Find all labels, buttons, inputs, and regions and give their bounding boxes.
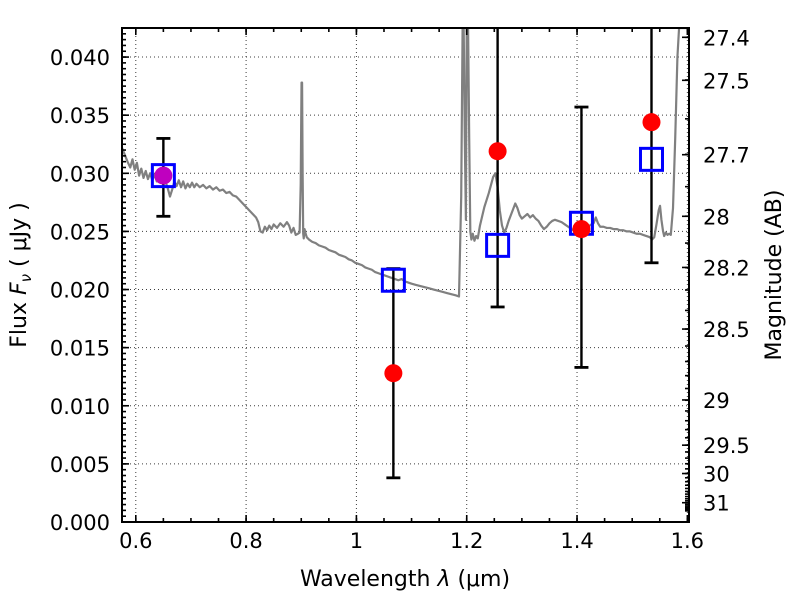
y-tick-label: 0.030 — [50, 162, 110, 186]
y-axis-title: Flux Fν ( μJy ) — [7, 202, 35, 347]
error-bars — [156, 28, 659, 480]
error-bar — [644, 28, 659, 265]
y-title-word: Flux — [7, 295, 32, 348]
observed-data-point — [154, 166, 173, 185]
y2-tick-label: 27.7 — [703, 144, 750, 168]
x-tick-label: 1 — [350, 529, 363, 553]
y2-tick-label: 28 — [703, 205, 730, 229]
y2-tick-label: 27.4 — [703, 26, 750, 50]
y2-tick-label: 29.5 — [703, 434, 750, 458]
y2-tick-label: 28.2 — [703, 256, 750, 280]
x-tick-label: 0.8 — [229, 529, 262, 553]
y-title-F: F — [7, 282, 32, 295]
y-tick-label: 0.010 — [50, 395, 110, 419]
model-data-point — [485, 232, 511, 258]
x-title-lambda: λ — [436, 567, 450, 592]
grid-lines — [122, 28, 689, 522]
x-tick-label: 1.2 — [450, 529, 483, 553]
y-title-nu-subscript: ν — [17, 274, 35, 282]
model-data-point — [150, 163, 176, 189]
observed-data-point — [384, 364, 403, 383]
error-bar — [490, 28, 505, 309]
y-tick-label: 0.020 — [50, 279, 110, 303]
observed-data-point — [488, 142, 507, 161]
axis-ticks — [122, 28, 689, 523]
x-title-unit: (μm) — [450, 567, 510, 592]
y-title-unit: ( μJy ) — [7, 202, 32, 274]
y-tick-label: 0.015 — [50, 337, 110, 361]
y-tick-label: 0.025 — [50, 220, 110, 244]
y2-tick-label: 30 — [703, 463, 730, 487]
y-tick-label: 0.035 — [50, 104, 110, 128]
x-tick-label: 1.4 — [560, 529, 593, 553]
y-tick-label: 0.040 — [50, 46, 110, 70]
x-tick-label: 1.6 — [671, 529, 704, 553]
x-axis-title: Wavelength λ (μm) — [300, 567, 510, 592]
y-tick-label: 0.000 — [50, 511, 110, 535]
plot-frame — [121, 27, 690, 523]
axes-frame — [121, 27, 690, 523]
observed-data-point — [572, 220, 591, 239]
y2-tick-label: 28.5 — [703, 318, 750, 342]
y2-tick-label: 29 — [703, 389, 730, 413]
model-data-point — [380, 267, 406, 293]
y2-tick-label: 31 — [703, 492, 730, 516]
x-title-word: Wavelength — [300, 567, 438, 592]
axis-tick-labels: 0.6 0.8 1 1.2 1.4 1.6 0.000 0.005 0.010 0.015 0.02… — [50, 26, 750, 553]
observed-photometry-markers — [154, 113, 661, 383]
x-tick-label: 0.6 — [119, 529, 152, 553]
y2-axis-title: Magnitude (AB) — [762, 190, 787, 361]
y2-tick-label: 27.5 — [703, 69, 750, 93]
y-tick-label: 0.005 — [50, 453, 110, 477]
axis-titles: Wavelength λ (μm) Flux Fν ( μJy ) Magnit… — [7, 190, 787, 592]
model-data-point — [638, 146, 664, 172]
observed-data-point — [642, 113, 661, 132]
